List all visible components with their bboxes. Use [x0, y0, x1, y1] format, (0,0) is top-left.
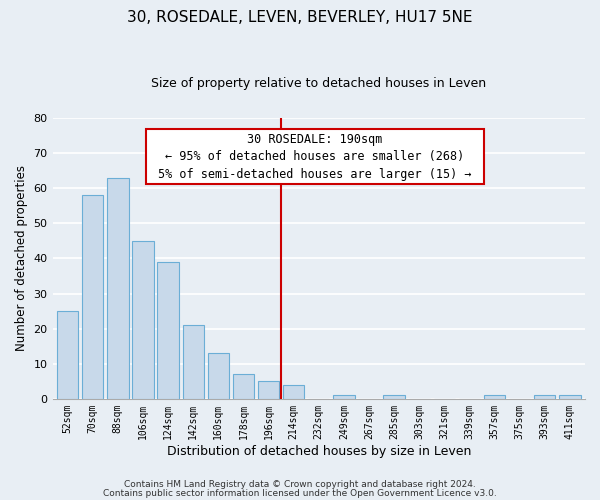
Bar [559, 396, 581, 399]
Bar [157, 262, 179, 399]
Text: 5% of semi-detached houses are larger (15) →: 5% of semi-detached houses are larger (1… [158, 168, 472, 180]
Text: 30, ROSEDALE, LEVEN, BEVERLEY, HU17 5NE: 30, ROSEDALE, LEVEN, BEVERLEY, HU17 5NE [127, 10, 473, 25]
FancyBboxPatch shape [146, 130, 484, 184]
Bar [233, 374, 254, 399]
Bar [534, 396, 556, 399]
Y-axis label: Number of detached properties: Number of detached properties [15, 166, 28, 352]
Bar [132, 241, 154, 399]
Text: Contains HM Land Registry data © Crown copyright and database right 2024.: Contains HM Land Registry data © Crown c… [124, 480, 476, 489]
Bar [484, 396, 505, 399]
Bar [333, 396, 355, 399]
X-axis label: Distribution of detached houses by size in Leven: Distribution of detached houses by size … [167, 444, 471, 458]
Text: 30 ROSEDALE: 190sqm: 30 ROSEDALE: 190sqm [247, 132, 382, 145]
Text: Contains public sector information licensed under the Open Government Licence v3: Contains public sector information licen… [103, 488, 497, 498]
Bar [82, 196, 103, 399]
Bar [258, 382, 279, 399]
Bar [208, 353, 229, 399]
Bar [182, 325, 204, 399]
Bar [107, 178, 128, 399]
Bar [383, 396, 405, 399]
Bar [283, 385, 304, 399]
Bar [57, 311, 78, 399]
Title: Size of property relative to detached houses in Leven: Size of property relative to detached ho… [151, 78, 487, 90]
Text: ← 95% of detached houses are smaller (268): ← 95% of detached houses are smaller (26… [165, 150, 464, 163]
